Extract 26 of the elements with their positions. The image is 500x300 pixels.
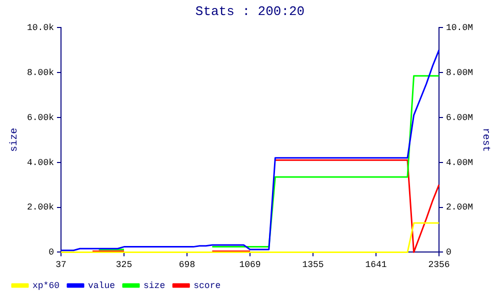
y-tick-label: 10.0k xyxy=(26,22,54,33)
y2-tick-label: 6.00M xyxy=(446,112,474,123)
y-tick-label: 6.00k xyxy=(26,112,54,123)
y-tick-label: 4.00k xyxy=(26,158,54,168)
legend-label: xp*60 xyxy=(32,280,60,291)
y2-tick-label: 2.00M xyxy=(446,202,474,213)
x-tick-label: 1355 xyxy=(302,260,324,270)
x-tick-label: 1641 xyxy=(365,260,387,270)
x-tick-label: 2356 xyxy=(428,260,450,270)
x-tick-label: 325 xyxy=(116,260,132,270)
x-tick-label: 698 xyxy=(178,260,196,270)
y-tick-label: 2.00k xyxy=(26,202,54,213)
x-tick-label: 1069 xyxy=(239,260,261,270)
legend-label: score xyxy=(194,280,221,291)
y2-tick-label: 4.00M xyxy=(446,158,474,168)
y2-tick-label: 10.0M xyxy=(446,22,474,33)
legend-label: value xyxy=(88,280,116,291)
y-tick-label: 0 xyxy=(48,248,54,258)
y2-tick-label: 0 xyxy=(446,248,452,258)
y2-tick-label: 8.00M xyxy=(446,68,474,78)
legend-label: size xyxy=(144,280,166,291)
y-axis-title: size xyxy=(8,128,21,152)
chart-title: Stats : 200:20 xyxy=(195,4,305,20)
x-tick-label: 37 xyxy=(56,260,66,270)
y-tick-label: 8.00k xyxy=(26,68,54,78)
y2-axis-title: rest xyxy=(479,128,490,152)
